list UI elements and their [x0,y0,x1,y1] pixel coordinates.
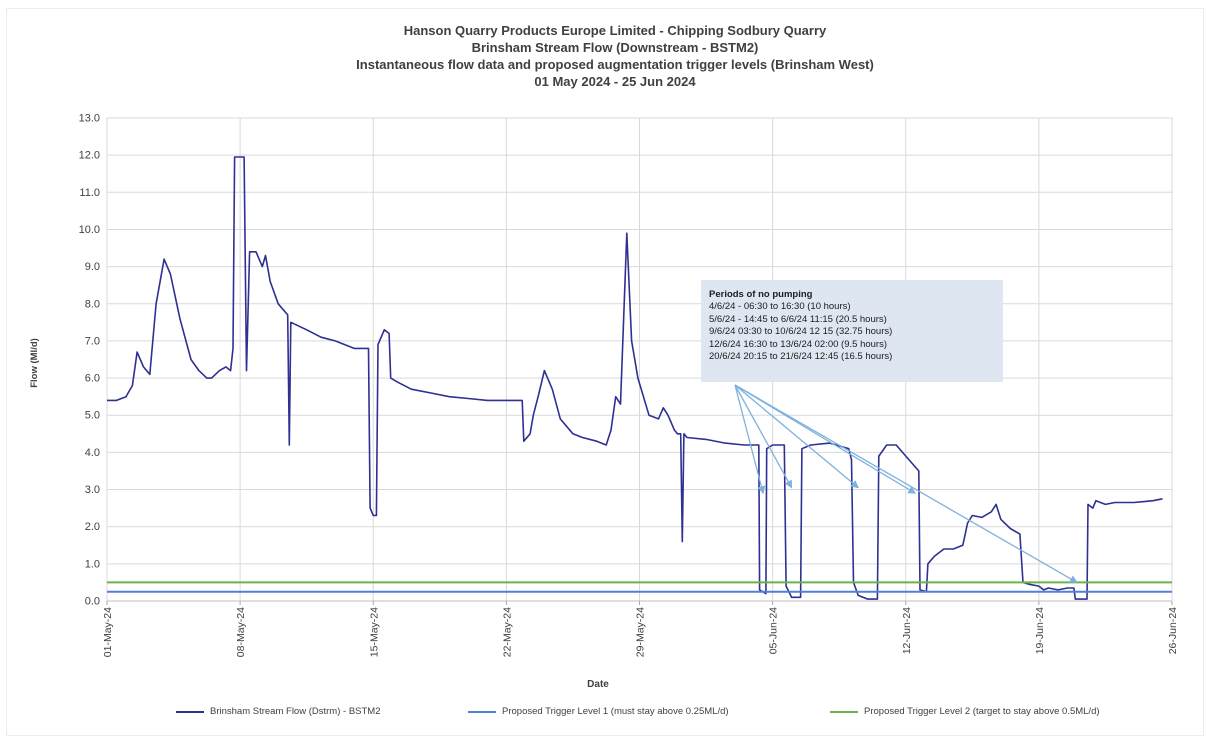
legend: Brinsham Stream Flow (Dstrm) - BSTM2 Pro… [0,706,1206,722]
y-tick-label: 8.0 [85,298,100,310]
annotation-line: 12/6/24 16:30 to 13/6/24 02:00 (9.5 hour… [709,338,887,350]
series-group [107,156,1172,600]
legend-label-flow: Brinsham Stream Flow (Dstrm) - BSTM2 [210,706,381,717]
annotation-arrow [734,384,766,495]
annotation-arrow [734,384,1078,583]
x-tick-label: 08-May-24 [235,607,247,657]
legend-item-trigger-1: Proposed Trigger Level 1 (must stay abov… [468,706,729,717]
y-axis-title: Flow (Ml/d) [29,338,40,388]
x-tick-label: 19-Jun-24 [1034,607,1046,654]
y-tick-label: 13.0 [79,113,100,125]
x-tick-label: 22-May-24 [501,607,513,657]
legend-item-trigger-2: Proposed Trigger Level 2 (target to stay… [830,706,1100,717]
flow-series-line [107,156,1163,600]
y-tick-label: 3.0 [85,484,100,496]
y-tick-labels: 0.0 1.0 2.0 3.0 4.0 5.0 6.0 7.0 8.0 9.0 10.0 11.0 12… [79,113,100,608]
legend-label-trigger-2: Proposed Trigger Level 2 (target to stay… [864,706,1100,717]
y-tick-label: 11.0 [79,187,100,199]
x-tick-label: 26-Jun-24 [1167,607,1179,654]
y-tick-label: 4.0 [85,447,100,459]
y-tick-label: 9.0 [85,261,100,273]
annotation-line: 20/6/24 20:15 to 21/6/24 12:45 (16.5 hou… [709,351,893,362]
annotation-arrow [734,384,859,489]
y-tick-label: 7.0 [85,335,100,347]
x-axis-title: Date [587,679,609,690]
y-tick-label: 10.0 [79,224,100,236]
annotation-arrow [734,384,793,489]
y-tick-label: 6.0 [85,373,100,385]
annotation-line: 4/6/24 - 06:30 to 16:30 (10 hours) [709,301,851,312]
chart-title-block: Hanson Quarry Products Europe Limited - … [0,22,1206,90]
legend-item-flow: Brinsham Stream Flow (Dstrm) - BSTM2 [176,706,381,717]
x-tick-label: 15-May-24 [368,607,380,657]
y-tick-label: 2.0 [85,521,100,533]
annotation-box: Periods of no pumping 4/6/24 - 06:30 to … [701,280,1003,382]
annotation-arrows [734,384,1078,583]
y-tick-label: 5.0 [85,410,100,422]
annotation-title: Periods of no pumping [709,289,813,300]
y-tick-label: 12.0 [79,150,100,162]
gridlines [106,117,1173,605]
legend-swatch-flow [176,710,204,713]
x-tick-label: 29-May-24 [635,607,647,657]
chart-frame [6,8,1204,736]
chart-title-line-3: Instantaneous flow data and proposed aug… [356,57,874,72]
chart-title-line-1: Hanson Quarry Products Europe Limited - … [403,23,827,38]
annotation-line: 5/6/24 - 14:45 to 6/6/24 11:15 (20.5 hou… [709,313,887,325]
x-tick-label: 05-Jun-24 [768,607,780,654]
x-tick-labels: 01-May-24 08-May-24 15-May-24 22-May-24 29-M… [102,607,1179,657]
legend-swatch-trigger-1 [468,710,496,713]
x-tick-label: 12-Jun-24 [901,607,913,654]
legend-swatch-trigger-2 [830,710,858,713]
legend-label-trigger-1: Proposed Trigger Level 1 (must stay abov… [502,706,729,717]
chart-title-line-4: 01 May 2024 - 25 Jun 2024 [534,74,696,89]
y-tick-label: 0.0 [85,596,100,608]
chart-title-line-2: Brinsham Stream Flow (Downstream - BSTM2… [471,40,759,55]
x-tick-label: 01-May-24 [102,607,114,657]
annotation-line: 9/6/24 03:30 to 10/6/24 12 15 (32.75 hou… [709,326,893,337]
y-tick-label: 1.0 [85,558,100,570]
